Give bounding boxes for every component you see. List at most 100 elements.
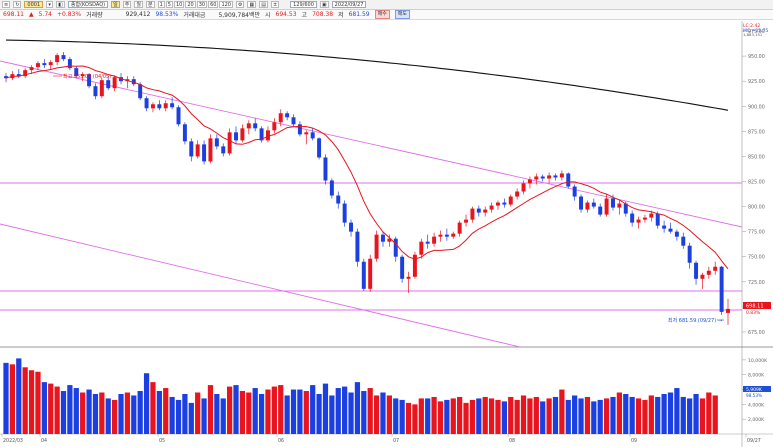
candlestick <box>694 260 699 285</box>
candlestick <box>336 191 341 209</box>
volume-bar <box>329 395 335 434</box>
sell-button[interactable]: 매도 <box>394 10 411 19</box>
last-price-tag <box>743 302 771 309</box>
price-tick-label: 775.00 <box>748 230 765 236</box>
layout-icon[interactable]: ▤ <box>259 1 268 8</box>
period-count-field[interactable]: 129/600 <box>290 1 317 8</box>
volume-bar <box>361 391 367 434</box>
candlestick <box>515 188 520 200</box>
x-axis-label: 09/27 <box>747 438 761 444</box>
price-tick-label: 725.00 <box>748 280 765 286</box>
volume-value: 929,412 <box>125 11 151 18</box>
volume-bar <box>60 391 67 434</box>
candlestick <box>227 128 232 156</box>
refresh-icon[interactable]: ↻ <box>13 1 22 8</box>
grid-icon[interactable]: ▦ <box>247 1 257 8</box>
volume-bar <box>118 393 124 434</box>
candlestick <box>706 266 711 279</box>
volume-bar <box>284 395 290 434</box>
date-field[interactable]: 2022/09/27 <box>331 1 367 8</box>
x-axis-label: 06 <box>278 438 284 444</box>
candlestick <box>464 214 469 227</box>
candlestick <box>221 143 226 157</box>
candlestick <box>508 194 513 207</box>
candlestick <box>700 272 705 289</box>
period-button-60[interactable]: 60 <box>208 1 219 8</box>
candlestick <box>617 200 622 215</box>
candlestick <box>35 61 40 71</box>
period-button-1[interactable]: 1 <box>157 1 165 8</box>
low-annotation: 최저 681.59 (09/27) → <box>668 317 724 324</box>
price-tick-label: 950.00 <box>748 54 765 60</box>
volume-bar <box>278 385 284 434</box>
candlestick <box>253 118 258 132</box>
stock-chart[interactable]: 975.00 950.00 925.00 900.00 875.00 850.00 825.… <box>0 21 773 447</box>
legend: LC:2.42 MC:~35.75 1,883,151 <box>743 23 768 37</box>
volume-bar <box>457 396 463 434</box>
volume-bar <box>239 391 246 434</box>
volume-bar <box>303 391 309 434</box>
candlestick <box>713 261 718 275</box>
settings-icon[interactable]: ⚙ <box>235 1 245 8</box>
menu-icon[interactable]: ≡ <box>2 1 11 8</box>
candlestick <box>323 154 328 185</box>
candlestick <box>476 205 481 217</box>
candlestick <box>234 126 238 145</box>
period-button-5[interactable]: 5 <box>165 1 173 8</box>
candlestick <box>246 120 251 135</box>
high-annotation: 최고 953.08 (04/05) <box>53 73 111 80</box>
volume-bar <box>48 383 54 434</box>
volume-bar <box>290 389 297 434</box>
volume-bar <box>386 395 392 434</box>
monthly-button[interactable]: 월 <box>134 1 143 8</box>
volume-bar <box>150 382 156 435</box>
period-buttons: 1 5 10 20 30 60 120 <box>157 1 233 8</box>
candlestick <box>630 210 635 227</box>
candlestick <box>674 229 679 241</box>
candlestick <box>425 234 430 249</box>
search-icon[interactable]: ▾ <box>46 1 54 8</box>
high-value: 708.38 <box>312 11 334 18</box>
low-label: 저 <box>338 12 344 19</box>
period-button-30[interactable]: 30 <box>196 1 208 8</box>
change-value: 5.74 <box>38 11 52 18</box>
candlestick <box>61 52 66 62</box>
period-button-20[interactable]: 20 <box>185 1 196 8</box>
buy-button[interactable]: 매수 <box>374 10 390 19</box>
daily-button[interactable]: 일 <box>111 1 120 8</box>
volume-bar <box>533 396 539 434</box>
stock-name-field[interactable]: 종합(KOSDAQ) <box>67 1 109 8</box>
minute-button[interactable]: 분 <box>145 1 155 8</box>
candlestick <box>642 214 647 223</box>
weekly-button[interactable]: 주 <box>122 1 132 8</box>
candlestick <box>432 232 437 247</box>
zoom-icon[interactable]: ± <box>270 1 280 8</box>
volume-bar <box>310 385 316 434</box>
x-axis-label: 05 <box>159 438 165 444</box>
candlestick <box>579 194 584 213</box>
volume-bar <box>373 395 380 434</box>
volume-bar <box>201 398 207 434</box>
candlestick <box>112 75 117 92</box>
period-button-120[interactable]: 120 <box>219 1 233 8</box>
volume-bar <box>623 393 629 434</box>
code-input[interactable]: 0001 <box>24 1 44 8</box>
volume-bar <box>565 399 571 434</box>
candlestick <box>457 220 462 237</box>
volume-bar <box>546 398 552 434</box>
volume-bar <box>41 382 47 435</box>
last-price-tag-text: 698.11 <box>746 304 764 310</box>
volume-bar <box>182 393 188 434</box>
volume-bar <box>67 385 73 434</box>
candlestick <box>668 222 673 234</box>
volume-bar <box>648 395 654 434</box>
volume-bar <box>559 389 565 434</box>
period-button-10[interactable]: 10 <box>173 1 185 8</box>
volume-bar <box>418 398 424 434</box>
lock-icon[interactable]: ◧ <box>56 1 65 8</box>
calendar-icon[interactable]: ▣ <box>319 1 329 8</box>
candlestick <box>67 57 72 71</box>
volume-bar <box>233 385 239 434</box>
candlestick <box>406 271 411 293</box>
volume-bar <box>680 396 686 434</box>
